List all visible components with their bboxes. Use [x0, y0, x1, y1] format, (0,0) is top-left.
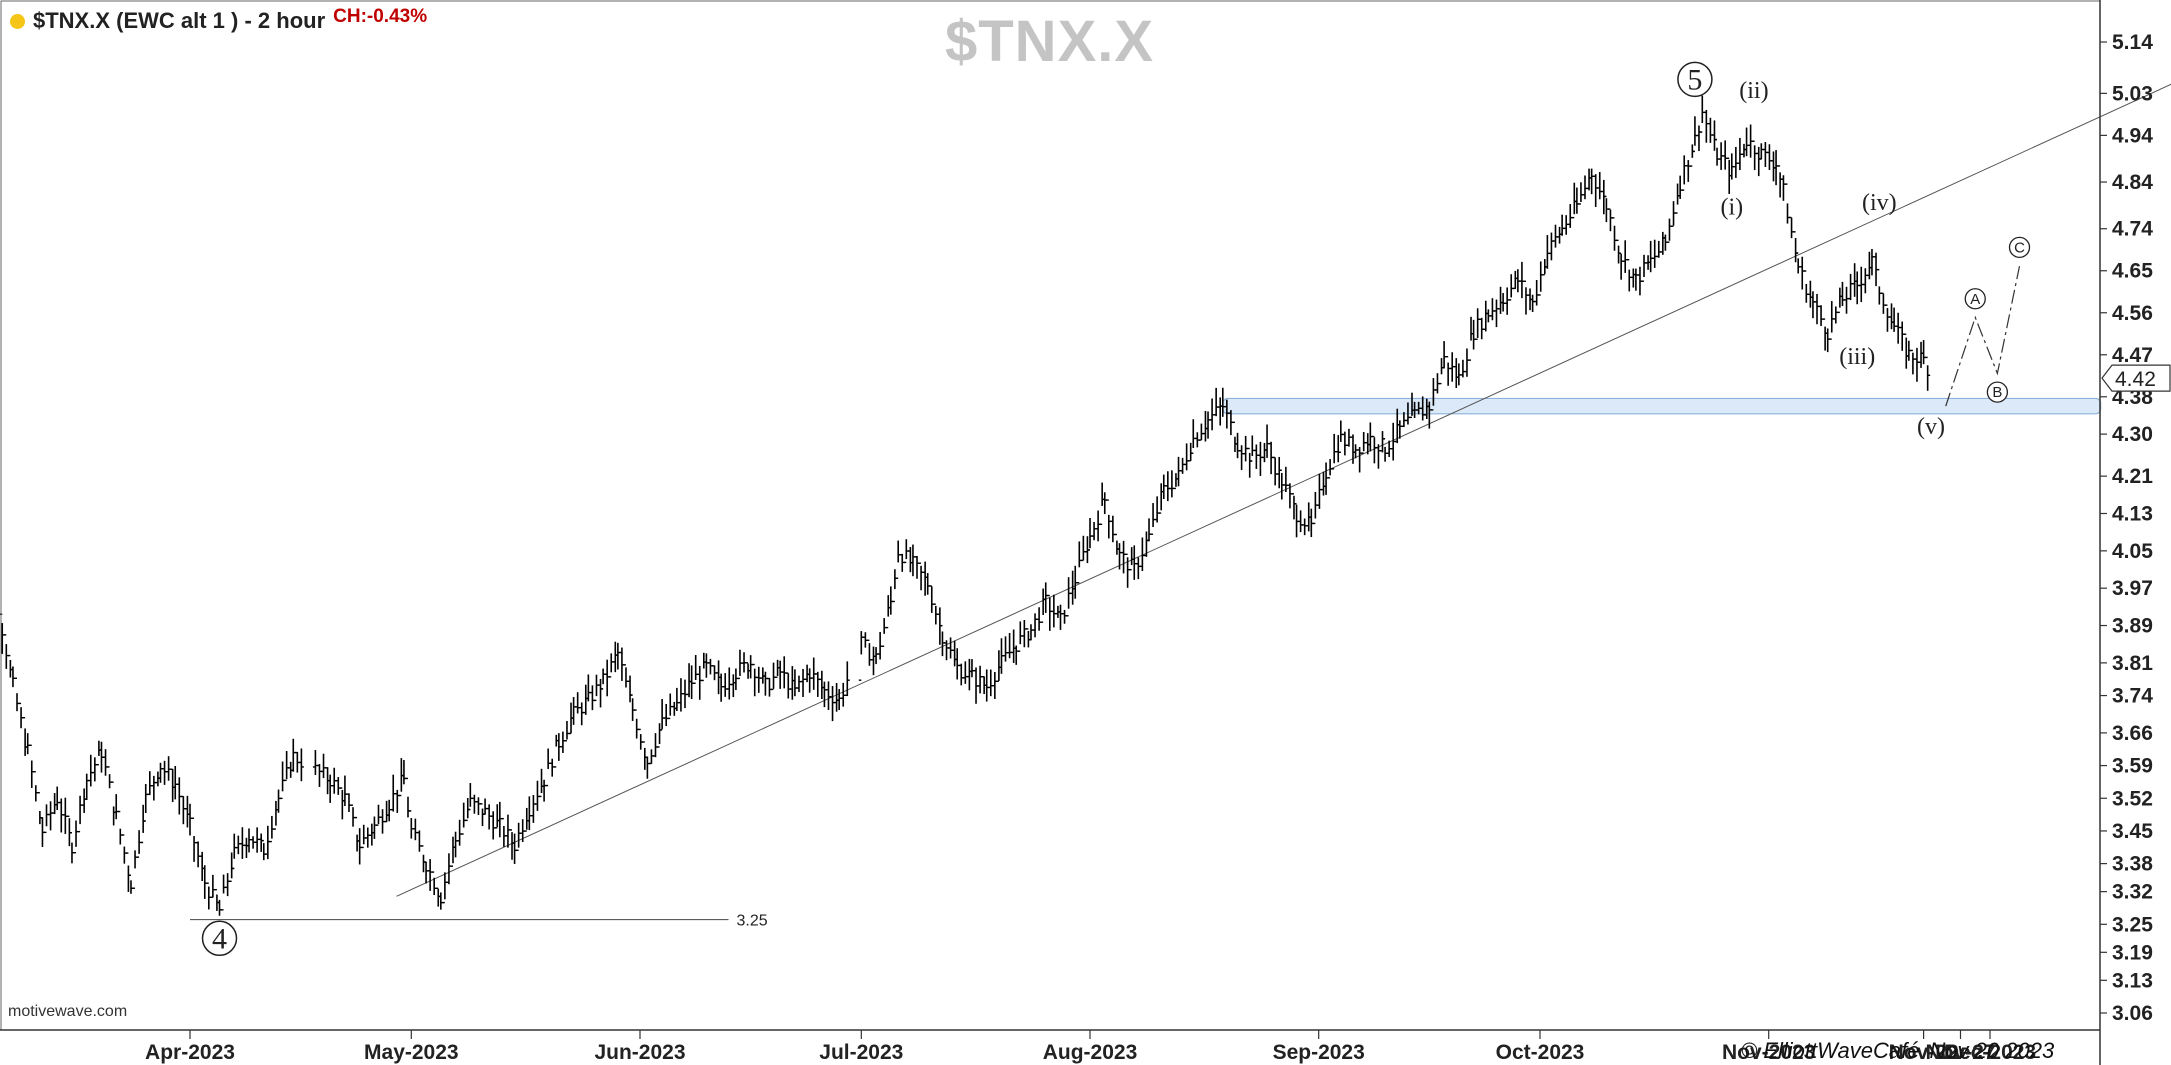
wave-label-v: (v) — [1917, 414, 1945, 440]
wave-label-ii: (ii) — [1739, 78, 1768, 104]
trendline — [396, 83, 2171, 897]
x-tick-label: Apr-2023 — [145, 1041, 235, 1064]
wave-label-circle — [1964, 288, 1986, 310]
y-tick-label: 4.05 — [2112, 540, 2153, 563]
x-tick-label: Dec-2023 — [1944, 1041, 2036, 1064]
y-tick-label: 4.65 — [2112, 260, 2153, 283]
y-tick-label: 3.32 — [2112, 881, 2153, 904]
wave-labels-layer: 4 5 (i) (ii) (iii) (iv) (v) A B C — [201, 61, 2031, 957]
y-tick-label: 5.14 — [2112, 31, 2153, 54]
status-dot-icon — [10, 14, 25, 29]
x-tick-label: Aug-2023 — [1043, 1041, 1138, 1064]
wave-label-circle — [201, 920, 238, 957]
projection-path — [1945, 265, 2021, 407]
wave-label-C: C — [2014, 239, 2025, 256]
x-tick-label: Oct-2023 — [1496, 1041, 1585, 1064]
wave-label-i: (i) — [1720, 195, 1743, 221]
change-badge: CH:-0.43% — [333, 6, 428, 27]
x-tick-label: Nov-27 — [1925, 1041, 1995, 1064]
wave-label-5: 5 — [1687, 63, 1702, 96]
y-tick-label: 4.21 — [2112, 465, 2153, 488]
y-tick-label: 4.74 — [2112, 218, 2153, 241]
x-tick-label: Nov-22 — [1889, 1041, 1959, 1064]
support-zone — [1222, 397, 2102, 415]
y-tick-label: 4.30 — [2112, 423, 2153, 446]
annotation-lines-layer: 3.25 — [190, 83, 2171, 930]
wave-label-iv: (iv) — [1862, 190, 1897, 216]
y-tick-label: 4.56 — [2112, 302, 2153, 325]
y-tick-label: 3.89 — [2112, 615, 2153, 638]
x-tick-label: Sep-2023 — [1273, 1041, 1365, 1064]
y-tick-label: 3.45 — [2112, 820, 2153, 843]
brand-label[interactable]: motivewave.com — [8, 1003, 128, 1020]
y-tick-label: 3.66 — [2112, 722, 2153, 745]
copyright-label: © ElliottWaveCafé Nov 20 2023 — [1741, 1038, 2054, 1064]
support-zone-layer — [1222, 397, 2102, 415]
y-tick-label: 3.06 — [2112, 1002, 2153, 1025]
plot-frame — [0, 0, 2101, 1031]
y-tick-label: 4.13 — [2112, 502, 2153, 525]
x-tick-label: May-2023 — [364, 1041, 459, 1064]
copyright-date: Nov 20 2023 — [1929, 1038, 2055, 1063]
wave-label-circle — [1986, 381, 2009, 403]
chart-header: $TNX.X (EWC alt 1 ) - 2 hour CH:-0.43% — [10, 6, 428, 34]
y-tick-label: 3.74 — [2112, 685, 2153, 708]
x-tick-label: Jul-2023 — [819, 1041, 903, 1064]
wave-label-4: 4 — [212, 922, 227, 955]
x-tick-label: Jun-2023 — [594, 1041, 685, 1064]
last-value-label: 4.42 — [2115, 368, 2156, 391]
wave-label-B: B — [1992, 384, 2002, 401]
wave-label-circle — [1677, 61, 1713, 98]
y-tick-label: 3.13 — [2112, 969, 2153, 992]
wave-label-A: A — [1970, 291, 1980, 308]
y-tick-label: 3.97 — [2112, 577, 2153, 600]
level-line-label: 3.25 — [737, 913, 768, 930]
y-tick-label: 3.19 — [2112, 941, 2153, 964]
x-tick-label: Nov-2023 — [1722, 1041, 1815, 1064]
y-tick-label: 3.38 — [2112, 853, 2153, 876]
price-bars-layer — [0, 95, 1931, 916]
y-tick-label: 4.94 — [2112, 124, 2153, 147]
y-tick-label: 3.52 — [2112, 787, 2153, 810]
y-tick-label: 3.25 — [2112, 913, 2153, 936]
y-tick-label: 5.03 — [2112, 82, 2153, 105]
y-tick-label: 4.84 — [2112, 171, 2153, 194]
y-tick-label: 3.59 — [2112, 755, 2153, 778]
copyright-owner: © ElliottWaveCafé — [1741, 1038, 1920, 1063]
y-tick-label: 3.81 — [2112, 652, 2153, 675]
y-tick-label: 4.47 — [2112, 344, 2153, 367]
chart-title: $TNX.X (EWC alt 1 ) - 2 hour — [33, 8, 326, 33]
wave-label-circle — [2008, 236, 2031, 259]
symbol-watermark: $TNX.X — [945, 9, 1155, 74]
last-value-marker — [2101, 364, 2171, 392]
wave-label-iii: (iii) — [1839, 344, 1875, 370]
